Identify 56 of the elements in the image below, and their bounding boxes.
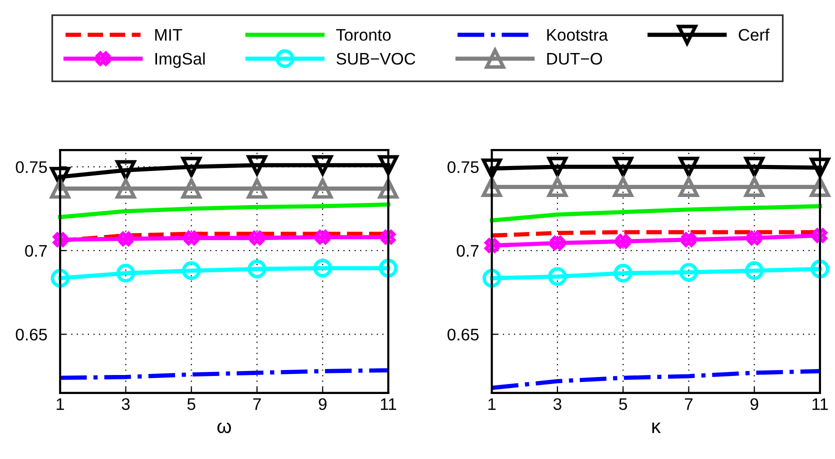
point bbox=[482, 158, 502, 179]
legend-label: Cerf bbox=[738, 28, 770, 41]
point bbox=[547, 176, 568, 197]
line-series bbox=[490, 204, 822, 223]
point bbox=[681, 232, 696, 247]
legend-label: Kootstra bbox=[547, 29, 608, 41]
legend-label: SUB−VOC bbox=[336, 52, 416, 65]
x-tick-label: 5 bbox=[187, 398, 196, 410]
y-tick-label: 0.7 bbox=[456, 244, 478, 257]
line-series bbox=[58, 202, 390, 220]
y-tick-label: 0.65 bbox=[448, 328, 479, 340]
x-tick-label: 3 bbox=[122, 398, 130, 410]
x-tick-label: 5 bbox=[619, 398, 628, 410]
legend-label: MIT bbox=[155, 29, 182, 41]
x-tick-label: 9 bbox=[750, 398, 758, 410]
point bbox=[810, 158, 830, 178]
point bbox=[250, 230, 264, 246]
point bbox=[118, 232, 134, 246]
point bbox=[678, 176, 699, 197]
x-tick-label: 1 bbox=[488, 398, 496, 410]
x-tick-label: 11 bbox=[380, 398, 396, 410]
legend-label: Toronto bbox=[336, 29, 391, 41]
point bbox=[378, 155, 398, 176]
x-tick-label: 7 bbox=[684, 398, 693, 410]
point bbox=[313, 258, 332, 278]
point bbox=[246, 155, 268, 176]
point bbox=[116, 264, 136, 283]
x-axis-title: κ bbox=[652, 422, 661, 433]
legend-label: ImgSal bbox=[155, 52, 205, 68]
x-tick-label: 7 bbox=[253, 398, 261, 410]
y-tick-label: 0.65 bbox=[16, 328, 47, 340]
point bbox=[744, 261, 764, 280]
point bbox=[747, 230, 762, 246]
y-tick-label: 0.75 bbox=[448, 161, 479, 174]
legend-label: DUT−O bbox=[547, 52, 602, 65]
point bbox=[744, 176, 764, 197]
point bbox=[616, 234, 630, 249]
point bbox=[312, 155, 333, 176]
point bbox=[184, 230, 199, 246]
point bbox=[315, 230, 330, 244]
y-tick-label: 0.75 bbox=[16, 161, 47, 174]
point bbox=[182, 261, 201, 280]
x-axis-title: ω bbox=[217, 422, 231, 434]
point bbox=[550, 236, 565, 250]
x-tick-label: 3 bbox=[553, 398, 562, 410]
point bbox=[679, 262, 698, 282]
x-tick-label: 11 bbox=[812, 398, 828, 410]
x-tick-label: 1 bbox=[56, 398, 64, 410]
point bbox=[248, 260, 266, 278]
x-tick-label: 9 bbox=[318, 398, 326, 410]
point bbox=[614, 264, 632, 283]
point bbox=[613, 176, 634, 197]
point bbox=[116, 160, 136, 180]
point bbox=[548, 267, 567, 286]
point bbox=[484, 238, 500, 253]
y-tick-label: 0.7 bbox=[25, 244, 47, 257]
